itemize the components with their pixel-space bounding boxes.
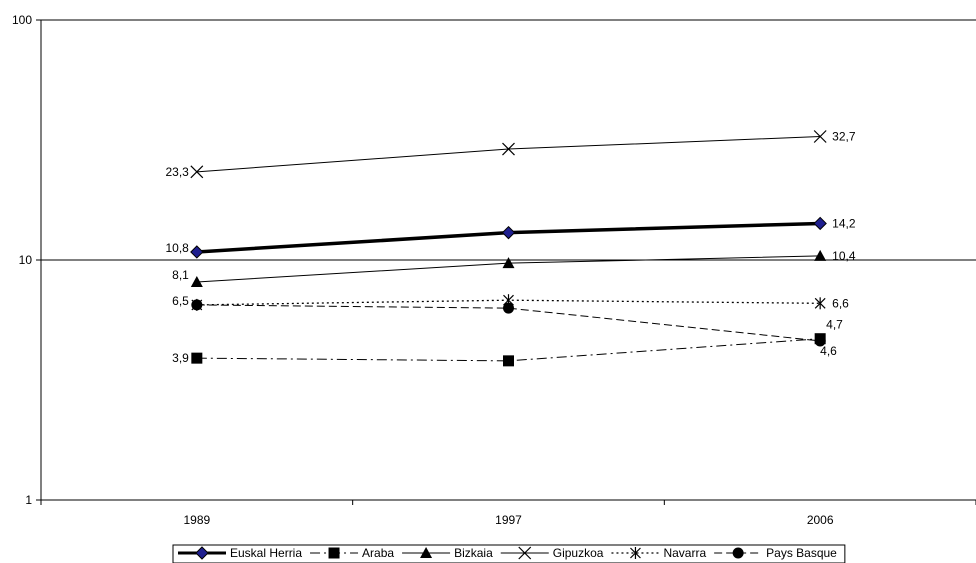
data-point-araba bbox=[191, 352, 203, 364]
legend-item-araba: Araba bbox=[310, 546, 394, 560]
legend-marker bbox=[195, 546, 209, 560]
data-label-navarra: 6,6 bbox=[832, 296, 849, 310]
y-tick-label: 1 bbox=[25, 493, 32, 507]
data-label-gipuzkoa: 23,3 bbox=[165, 165, 189, 179]
data-point-bizkaia bbox=[502, 257, 515, 269]
data-label-euskal-herria: 10,8 bbox=[165, 241, 189, 255]
y-tick-label: 10 bbox=[19, 253, 33, 267]
data-label-araba: 3,9 bbox=[172, 351, 189, 365]
legend bbox=[172, 544, 846, 563]
data-point-euskal-herria bbox=[813, 216, 827, 231]
x-tick-label: 1997 bbox=[495, 513, 522, 527]
data-point-pays-basque bbox=[191, 299, 203, 311]
series-line-gipuzkoa bbox=[196, 136, 821, 173]
data-label-navarra: 6,5 bbox=[172, 294, 189, 308]
y-tick-label: 100 bbox=[12, 13, 32, 27]
data-point-bizkaia bbox=[814, 249, 827, 261]
data-point-pays-basque bbox=[503, 302, 514, 314]
data-point-euskal-herria bbox=[190, 245, 204, 259]
x-tick-label: 2006 bbox=[807, 513, 834, 527]
data-point-araba bbox=[503, 355, 514, 367]
legend-item-pays-basque: Pays Basque bbox=[714, 546, 837, 560]
data-label-euskal-herria: 14,2 bbox=[832, 216, 856, 230]
data-point-navarra bbox=[814, 297, 826, 310]
x-tick-label: 1989 bbox=[183, 513, 210, 527]
legend-label: Gipuzkoa bbox=[553, 546, 604, 560]
legend-item-gipuzkoa: Gipuzkoa bbox=[500, 546, 604, 560]
legend-label: Bizkaia bbox=[454, 546, 493, 560]
data-point-bizkaia bbox=[190, 275, 203, 287]
legend-item-bizkaia: Bizkaia bbox=[402, 546, 493, 560]
legend-item-navarra: Navarra bbox=[611, 546, 706, 560]
data-point-gipuzkoa bbox=[190, 165, 204, 179]
data-point-gipuzkoa bbox=[813, 130, 827, 143]
legend-marker bbox=[630, 547, 641, 559]
data-point-pays-basque bbox=[814, 335, 826, 347]
data-label-pays-basque: 4,6 bbox=[820, 344, 837, 358]
data-point-euskal-herria bbox=[501, 225, 516, 240]
legend-item-euskal-herria: Euskal Herria bbox=[178, 546, 302, 560]
legend-marker bbox=[518, 546, 532, 560]
data-point-gipuzkoa bbox=[502, 142, 515, 156]
series-line-araba bbox=[196, 338, 821, 362]
legend-marker bbox=[420, 547, 433, 558]
legend-label: Pays Basque bbox=[766, 546, 837, 560]
series-line-pays-basque bbox=[196, 304, 821, 342]
legend-label: Navarra bbox=[663, 546, 706, 560]
legend-label: Araba bbox=[362, 546, 394, 560]
data-label-gipuzkoa: 32,7 bbox=[832, 130, 856, 144]
data-label-araba: 4,7 bbox=[826, 318, 843, 332]
legend-marker bbox=[328, 547, 340, 559]
legend-marker bbox=[732, 547, 744, 559]
data-label-bizkaia: 10,4 bbox=[832, 249, 856, 263]
data-label-bizkaia: 8,1 bbox=[172, 268, 189, 282]
legend-label: Euskal Herria bbox=[230, 546, 302, 560]
